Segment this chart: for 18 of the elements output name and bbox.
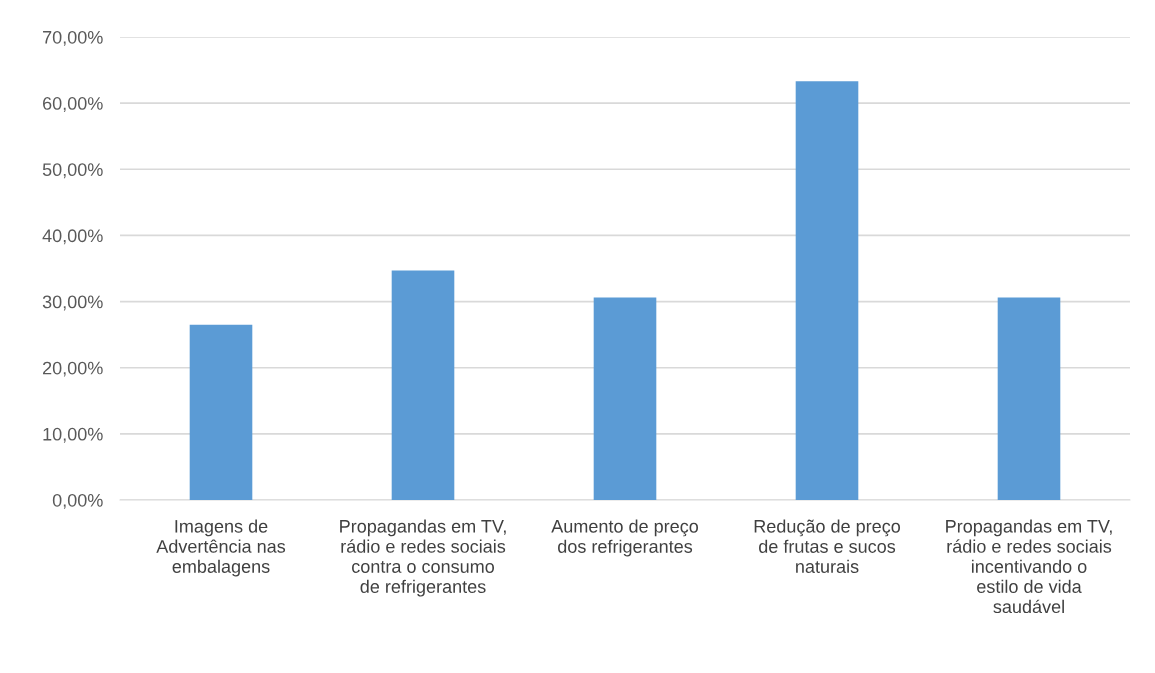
y-tick-label: 50,00% [42,163,103,179]
bar [795,81,859,500]
x-tick-label: Propagandas em TV, rádio e redes sociais incentivando o estilo de vida saudável [946,519,1112,614]
y-tick-label: 60,00% [43,97,103,112]
bar [593,297,657,500]
y-tick-label: 0,00% [52,493,103,509]
x-tick-label: Aumento de preço dos refrigerantes [551,519,699,557]
y-tick-label: 20,00% [43,361,103,377]
x-tick-label: Redução de preço de frutas e sucos naturais [754,519,901,573]
x-tick-label: Propagandas em TV, rádio e redes sociais contra o consumo de refrigerantes [340,519,506,597]
bar [189,324,253,500]
y-tick-label: 10,00% [43,427,103,443]
bar [997,297,1061,500]
x-tick-label: Imagens de Advertência nas embalagens [156,519,286,577]
y-tick-label: 40,00% [42,229,103,245]
bar [391,270,455,500]
y-tick-label: 70,00% [43,30,103,46]
y-tick-label: 30,00% [42,295,103,311]
